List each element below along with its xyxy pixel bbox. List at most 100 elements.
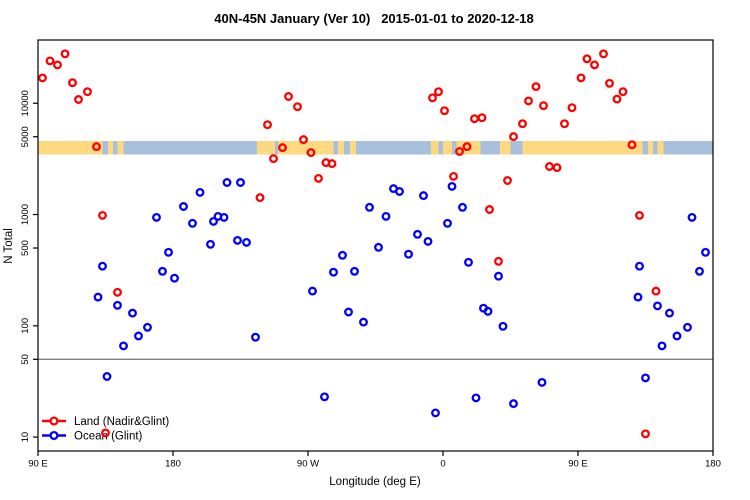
ocean-point <box>359 317 368 327</box>
ocean-point <box>143 322 152 332</box>
map-band-segment-land <box>500 140 511 155</box>
land-point <box>576 73 586 83</box>
ocean-point <box>206 239 215 249</box>
ocean-point <box>128 308 137 318</box>
legend-land-label: Land (Nadir&Glint) <box>74 416 169 428</box>
land-point <box>74 95 83 104</box>
map-band-segment-ocean <box>663 140 713 155</box>
land-point <box>53 60 62 70</box>
ocean-point <box>93 292 103 302</box>
land-point <box>284 92 293 101</box>
land-point <box>509 132 518 142</box>
ocean-point <box>134 331 143 341</box>
land-point <box>278 143 287 153</box>
x-tick-label: 180 <box>705 459 721 470</box>
land-point <box>627 140 637 150</box>
ocean-point <box>431 408 440 418</box>
ocean-point <box>233 235 242 245</box>
y-tick-label: 50 <box>20 354 31 365</box>
ocean-point <box>423 236 433 246</box>
ocean-point <box>338 250 347 260</box>
ocean-point <box>170 273 179 283</box>
map-band-segment-ocean <box>275 140 278 155</box>
map-band-segment-land <box>350 140 356 155</box>
map-band-segment-ocean <box>452 140 457 155</box>
land-point <box>531 82 541 92</box>
map-band-segment-land <box>338 140 344 155</box>
x-tick-label: 90 W <box>297 459 319 470</box>
land-point <box>560 119 569 129</box>
ocean-point <box>251 332 260 342</box>
land-point <box>470 114 479 124</box>
ocean-point <box>683 322 692 332</box>
ocean-point <box>188 218 197 228</box>
land-point <box>503 176 512 185</box>
land-point <box>92 142 101 152</box>
ocean-point <box>152 212 161 222</box>
ocean-point <box>498 321 508 331</box>
land-point <box>641 429 650 439</box>
y-tick-label: 1000 <box>20 204 31 225</box>
map-band-segment-land <box>278 140 334 155</box>
chart-title: 40N-45N January (Ver 10) 2015-01-01 to 2… <box>214 11 533 26</box>
map-band-segment-land <box>647 140 653 155</box>
ocean-point <box>419 191 428 201</box>
y-tick-label: 100 <box>20 318 31 334</box>
ocean-point <box>695 266 704 276</box>
ocean-point <box>365 202 374 212</box>
ocean-point <box>633 292 643 302</box>
ocean-point <box>98 261 107 271</box>
land-point <box>327 159 337 169</box>
ocean-point <box>209 216 218 226</box>
map-band-segment-ocean <box>510 140 523 155</box>
land-point <box>434 87 443 97</box>
land-point <box>539 101 548 111</box>
legend-ocean-label: Ocean (Glint) <box>74 431 143 443</box>
ocean-point <box>102 372 112 381</box>
land-point <box>428 93 437 103</box>
x-axis-label: Longitude (deg E) <box>329 476 421 488</box>
map-band-segment-land <box>107 140 113 155</box>
map-band-segment-land <box>38 140 103 155</box>
land-point <box>101 428 110 438</box>
legend: Land (Nadir&Glint) Ocean (Glint) <box>42 416 169 443</box>
ocean-point <box>672 331 682 341</box>
land-point <box>306 148 316 158</box>
land-point <box>599 49 608 59</box>
ocean-point <box>179 202 188 211</box>
y-tick-label: 10 <box>20 432 31 443</box>
ocean-point <box>665 308 674 318</box>
land-point <box>299 135 308 145</box>
land-point <box>263 120 272 130</box>
ocean-point <box>222 178 232 187</box>
map-band-segment-land <box>522 140 643 155</box>
ocean-point <box>404 249 413 259</box>
map-band-segment-land <box>257 140 275 155</box>
land-point <box>269 154 278 164</box>
axis-ticks-layer: 90 E 180 90 W 0 90 E 180 10 50 100 500 1000 5000 100… <box>20 90 721 469</box>
land-point <box>552 163 562 173</box>
land-point <box>485 205 494 214</box>
map-band-segment-land <box>117 140 124 155</box>
ocean-point <box>350 266 359 276</box>
legend-ocean-marker-icon <box>49 430 59 441</box>
land-point <box>68 78 77 88</box>
ocean-point <box>413 229 422 239</box>
ocean-point <box>458 202 467 212</box>
map-band-segment-land <box>431 140 439 155</box>
ocean-point <box>236 178 245 187</box>
ocean-point <box>320 392 329 402</box>
ocean-point <box>329 267 338 277</box>
y-tick-label: 5000 <box>20 126 31 147</box>
map-band-segment-ocean <box>113 140 118 155</box>
ocean-point <box>344 307 353 317</box>
ocean-point <box>641 373 650 383</box>
y-tick-label: 500 <box>20 240 31 256</box>
map-band-segment-ocean <box>438 140 443 155</box>
land-point <box>612 94 622 104</box>
land-point <box>314 173 323 183</box>
ocean-point <box>374 242 383 252</box>
map-band-segment-ocean <box>123 140 257 155</box>
map-band-segment-ocean <box>653 140 658 155</box>
